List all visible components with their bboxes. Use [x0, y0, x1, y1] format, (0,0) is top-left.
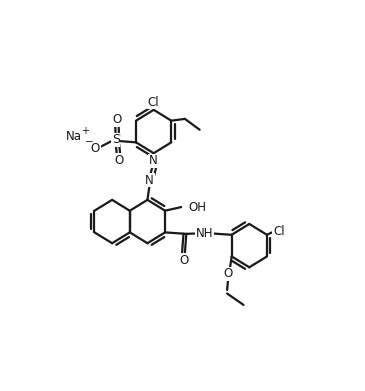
Text: Na: Na [66, 130, 82, 143]
Text: O: O [224, 267, 233, 280]
Text: O: O [91, 142, 100, 155]
Text: Cl: Cl [148, 96, 160, 109]
Text: O: O [179, 254, 188, 267]
Text: O: O [112, 113, 121, 126]
Text: N: N [149, 154, 157, 167]
Text: N: N [145, 174, 154, 187]
Text: O: O [114, 154, 123, 167]
Text: Cl: Cl [273, 225, 285, 238]
Text: NH: NH [196, 227, 214, 240]
Text: +: + [81, 126, 89, 136]
Text: OH: OH [188, 201, 206, 213]
Text: S: S [112, 133, 120, 147]
Text: −: − [85, 137, 94, 147]
